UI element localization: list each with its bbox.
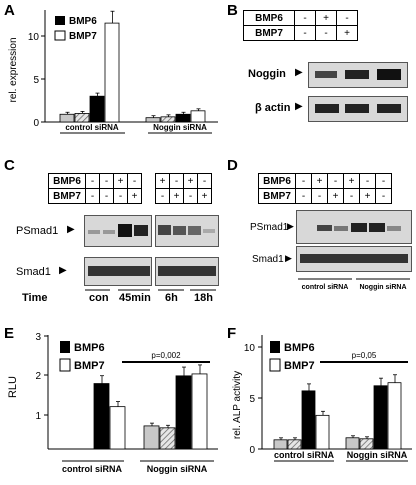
panel-f-legend-bmp7: BMP7: [284, 360, 315, 372]
panel-b-actin-blot: [308, 96, 408, 122]
panel-f-ytick-10: 10: [244, 343, 256, 354]
bar: [345, 437, 360, 450]
panel-c-smad-blot-1: [84, 257, 152, 286]
panel-b-actin-label: β actin: [255, 102, 291, 114]
panel-f-ytick-0: 0: [249, 445, 255, 456]
panel-a-ytick-0: 0: [33, 118, 39, 129]
bar: [359, 438, 374, 450]
panel-f-pvalue: p=0,05: [352, 351, 377, 360]
arrow-icon: ▶: [285, 253, 292, 263]
panel-a-group-noggin: Noggin siRNA: [153, 123, 207, 132]
panel-c-psmad-blot-2: [155, 215, 219, 247]
bar: [315, 414, 330, 450]
bar: [175, 375, 192, 450]
bar: [160, 116, 176, 123]
panel-c-time-label: Time: [22, 292, 48, 304]
bar: [287, 439, 302, 450]
panel-c-time-45min: 45min: [119, 292, 151, 304]
panel-d-psmad-label: PSmad1: [250, 222, 289, 233]
panel-b-noggin-label: Noggin: [248, 68, 286, 80]
panel-f-group-noggin: Noggin siRNA: [347, 450, 408, 460]
panel-b-noggin-blot: [308, 62, 408, 88]
panel-e-legend-bmp7: BMP7: [74, 360, 105, 372]
panel-f-ylabel: rel. ALP activity: [232, 371, 243, 439]
bar: [89, 95, 105, 123]
panel-a-ytick-2: 10: [28, 32, 40, 43]
panel-f-legend-bmp6: BMP6: [284, 342, 315, 354]
panel-f-group-control: control siRNA: [274, 450, 335, 460]
panel-label-b: B: [227, 2, 238, 19]
bar: [74, 113, 90, 123]
bar: [373, 385, 388, 450]
panel-label-a: A: [4, 2, 15, 19]
bar: [273, 439, 288, 450]
panel-d-smad-label: Smad1: [252, 254, 284, 265]
panel-f-chart: rel. ALP activity 0 5 10 BMP6 BMP7 p=0,0…: [232, 335, 412, 462]
bar: [387, 382, 402, 450]
bar: [190, 110, 206, 123]
panel-d-treatment-table: BMP6- + - + - - BMP7- - + - + -: [258, 173, 392, 204]
panel-c-treatment-table-2: + - + - - + - +: [155, 173, 212, 204]
bar: [301, 390, 316, 450]
panel-d-groups: control siRNA Noggin siRNA: [298, 278, 410, 291]
panel-d-group-control: control siRNA: [302, 284, 349, 291]
panel-b-treatment-table: BMP6- + - BMP7- - +: [243, 10, 358, 41]
panel-d-psmad-blot: [296, 210, 412, 244]
panel-e-group-control: control siRNA: [62, 464, 123, 474]
panel-c-treatment-table-1: BMP6- - + - BMP7- - - +: [48, 173, 142, 204]
panel-e-pvalue: p=0,002: [151, 351, 181, 360]
arrow-icon: ▶: [59, 265, 67, 276]
bar: [145, 117, 161, 123]
panel-a-group-control: control siRNA: [65, 123, 119, 132]
panel-label-c: C: [4, 157, 15, 174]
panel-label-d: D: [227, 157, 238, 174]
bar: [93, 383, 110, 450]
bar: [109, 406, 126, 450]
arrow-icon: ▶: [67, 224, 75, 235]
arrow-icon: ▶: [295, 67, 303, 78]
panel-c-smad-blot-2: [155, 257, 219, 286]
panel-a-chart: rel. expression 0 5 10 BMP6 BMP7 control…: [8, 10, 218, 134]
arrow-icon: ▶: [295, 101, 303, 112]
panel-c-smad-label: Smad1: [16, 266, 51, 278]
bar: [143, 425, 160, 450]
panel-e-ylabel: RLU: [7, 376, 19, 398]
arrow-icon: ▶: [287, 221, 294, 231]
bar: [159, 427, 176, 450]
bar: [175, 113, 191, 123]
panel-e-chart: RLU 1 2 3 BMP6 BMP7 p=0,002 control siRN…: [7, 332, 218, 474]
bar: [59, 113, 75, 123]
panel-c-time-18h: 18h: [194, 292, 213, 304]
panel-a-legend-bmp6: BMP6: [69, 16, 97, 27]
panel-e-group-noggin: Noggin siRNA: [147, 464, 208, 474]
panel-label-f: F: [227, 325, 237, 342]
panel-c-psmad-blot-1: [84, 215, 152, 247]
panel-a-ylabel: rel. expression: [8, 37, 19, 102]
panel-e-ytick-3: 3: [35, 332, 41, 343]
panel-c-time-underlines: [85, 289, 216, 291]
panel-label-e: E: [4, 325, 15, 342]
panel-d-group-noggin: Noggin siRNA: [359, 284, 406, 291]
panel-e-ytick-2: 2: [35, 371, 41, 382]
panel-a-legend-bmp7: BMP7: [69, 31, 97, 42]
bar: [191, 373, 208, 450]
panel-c-time-6h: 6h: [165, 292, 178, 304]
panel-d-smad-blot: [296, 246, 412, 272]
panel-e-ytick-1: 1: [35, 411, 41, 422]
panel-c-time-con: con: [89, 292, 109, 304]
bar: [104, 22, 120, 123]
panel-f-ytick-5: 5: [249, 394, 255, 405]
panel-c-psmad-label: PSmad1: [16, 225, 59, 237]
panel-a-ytick-1: 5: [33, 75, 39, 86]
panel-e-legend-bmp6: BMP6: [74, 342, 105, 354]
